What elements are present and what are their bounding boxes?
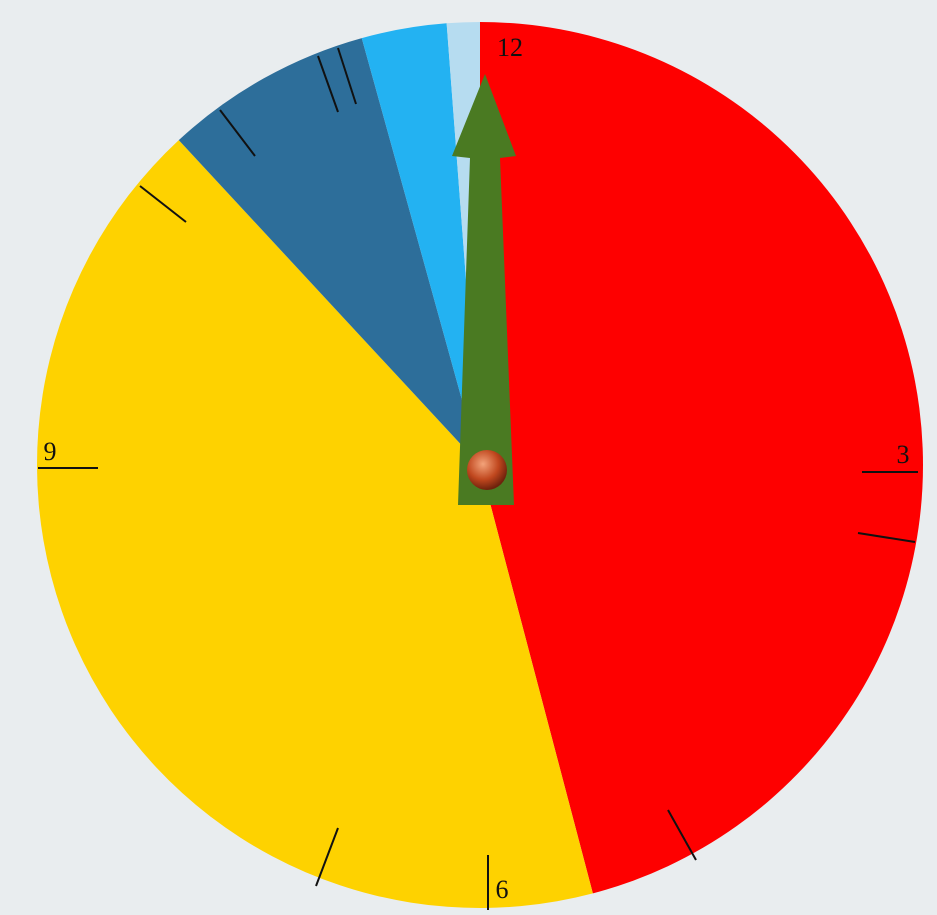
- pie-slice: [178, 38, 481, 466]
- pie-slice: [480, 22, 923, 894]
- pie-slice: [361, 23, 480, 466]
- hour-tick: [857, 532, 916, 543]
- hour-tick: [219, 109, 256, 157]
- clock-knob: [467, 450, 507, 490]
- pie: [37, 22, 923, 908]
- clock-label: 9: [44, 437, 57, 466]
- hour-tick: [315, 827, 339, 887]
- clock-ticks: [38, 47, 918, 910]
- clock-label: 6: [496, 875, 509, 904]
- hour-tick: [317, 55, 339, 113]
- hour-tick: [667, 809, 697, 861]
- pie-slice: [37, 140, 593, 908]
- clock-label: 3: [897, 440, 910, 469]
- clock-hand: [452, 74, 516, 505]
- hour-tick: [337, 47, 357, 105]
- hour-tick: [139, 185, 187, 223]
- clock-label: 12: [497, 33, 523, 62]
